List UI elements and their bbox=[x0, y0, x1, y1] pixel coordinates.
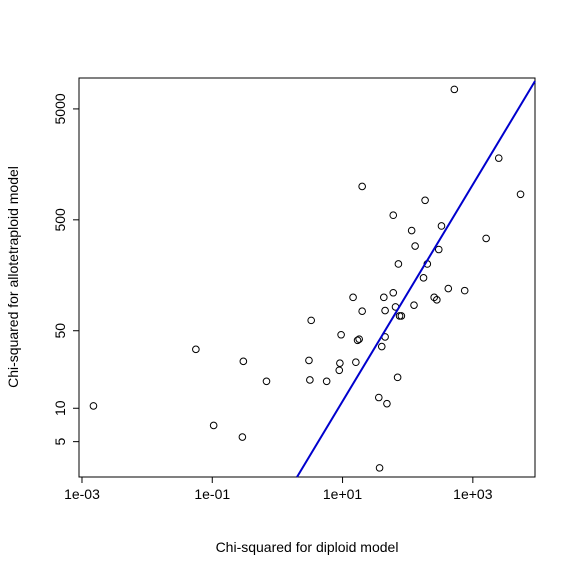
data-point bbox=[397, 312, 406, 320]
data-point bbox=[393, 373, 402, 382]
data-point bbox=[89, 402, 98, 410]
data-point bbox=[336, 359, 344, 367]
reference-line-layer bbox=[296, 80, 536, 478]
data-point bbox=[407, 226, 416, 235]
x-axis: 1e-03 1e-01 1e+01 1e+03 bbox=[64, 477, 493, 502]
data-point bbox=[353, 336, 362, 345]
data-point bbox=[374, 393, 383, 402]
data-point bbox=[482, 234, 490, 243]
data-point bbox=[375, 464, 384, 472]
y-tick-label: 5000 bbox=[52, 93, 68, 124]
data-point bbox=[430, 293, 438, 302]
data-point bbox=[380, 293, 388, 302]
data-point bbox=[381, 306, 389, 315]
data-point bbox=[494, 154, 503, 162]
data-point bbox=[305, 356, 313, 365]
data-point bbox=[337, 330, 345, 339]
data-point bbox=[444, 284, 453, 293]
data-point bbox=[349, 293, 357, 302]
data-point bbox=[306, 376, 314, 384]
data-point bbox=[209, 421, 218, 430]
data-point bbox=[239, 357, 248, 366]
y-axis: 5 10 50 500 5000 bbox=[52, 93, 79, 446]
data-point bbox=[307, 316, 315, 325]
data-point bbox=[358, 182, 366, 191]
plot-frame bbox=[78, 77, 536, 478]
x-axis-label: Chi-squared for diploid model bbox=[216, 539, 399, 555]
data-point bbox=[410, 301, 418, 309]
data-point bbox=[389, 288, 398, 297]
data-point bbox=[437, 222, 446, 230]
x-tick-label: 1e-01 bbox=[194, 486, 230, 502]
y-tick-label: 5 bbox=[52, 438, 68, 446]
data-point bbox=[460, 286, 469, 295]
data-point bbox=[419, 274, 428, 282]
y-tick-label: 50 bbox=[52, 323, 68, 339]
data-point bbox=[352, 358, 360, 367]
data-point bbox=[192, 345, 200, 354]
data-point bbox=[355, 335, 363, 343]
data-point bbox=[238, 433, 247, 441]
y-tick-label: 500 bbox=[52, 208, 68, 232]
data-point bbox=[411, 242, 419, 250]
points-layer bbox=[89, 85, 525, 472]
data-point bbox=[389, 211, 398, 220]
x-tick-label: 1e-03 bbox=[64, 486, 100, 502]
y-tick-label: 10 bbox=[52, 400, 68, 416]
data-point bbox=[450, 85, 459, 94]
x-tick-label: 1e+01 bbox=[323, 486, 363, 502]
data-point bbox=[358, 307, 366, 316]
data-point bbox=[516, 190, 525, 199]
y-axis-label: Chi-squared for allotetraploid model bbox=[5, 166, 21, 388]
data-point bbox=[335, 366, 344, 375]
data-point bbox=[383, 399, 391, 408]
data-point bbox=[433, 296, 441, 304]
data-point bbox=[394, 260, 403, 268]
data-point bbox=[262, 377, 271, 386]
data-point bbox=[434, 245, 443, 254]
data-point bbox=[322, 377, 331, 386]
data-point bbox=[377, 342, 386, 351]
fit-line bbox=[296, 80, 536, 478]
x-tick-label: 1e+03 bbox=[453, 486, 493, 502]
data-point bbox=[421, 196, 429, 205]
